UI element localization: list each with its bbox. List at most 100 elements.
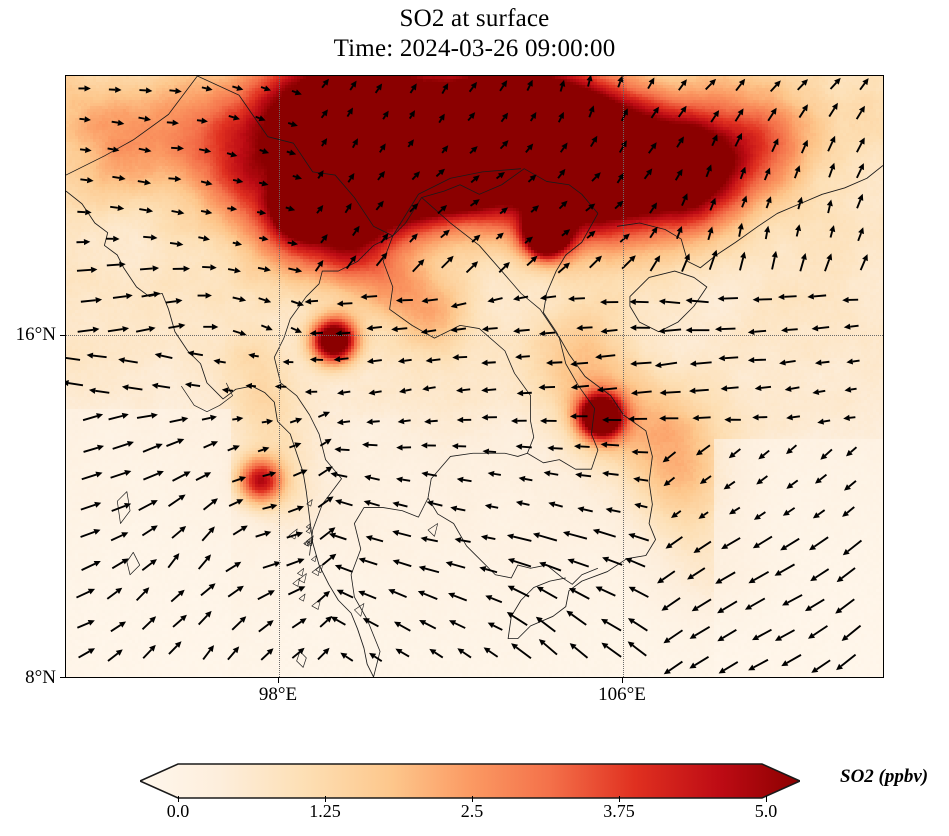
wind-arrow: [630, 360, 652, 367]
wind-arrow: [377, 170, 386, 181]
wind-arrow: [764, 225, 771, 240]
xtick-label-98e: 98°E: [258, 684, 298, 705]
wind-arrow: [856, 193, 864, 209]
wind-arrow: [695, 444, 711, 456]
wind-arrow: [507, 557, 532, 568]
wind-arrow: [106, 261, 126, 268]
wind-arrow: [482, 448, 497, 455]
colorbar[interactable]: [140, 762, 800, 800]
wind-arrow: [257, 590, 275, 601]
wind-arrow: [828, 102, 838, 118]
wind-arrow: [525, 143, 534, 153]
wind-arrow: [857, 227, 864, 242]
wind-arrow: [499, 80, 508, 92]
wind-arrow: [661, 597, 681, 611]
wind-arrow: [786, 414, 801, 421]
wind-arrow: [358, 590, 377, 600]
wind-arrow: [495, 171, 505, 180]
wind-arrow: [420, 442, 436, 449]
wind-arrow: [396, 444, 412, 451]
wind-arrow: [290, 326, 303, 333]
wind-arrow: [171, 145, 185, 152]
wind-arrow: [591, 172, 601, 182]
wind-arrow: [781, 654, 802, 667]
wind-arrow: [538, 330, 556, 337]
wind-arrow: [718, 355, 739, 362]
wind-arrow: [320, 109, 328, 119]
wind-arrow: [576, 324, 593, 331]
wind-arrow: [602, 556, 623, 566]
wind-arrow: [595, 586, 616, 597]
wind-arrow: [856, 137, 865, 153]
wind-arrow: [79, 146, 92, 154]
wind-arrow: [108, 412, 129, 421]
wind-arrow: [139, 207, 154, 214]
wind-arrow: [526, 79, 533, 91]
wind-arrow: [807, 293, 827, 300]
wind-arrow: [596, 386, 618, 393]
wind-arrow: [663, 476, 676, 487]
wind-arrow: [395, 297, 413, 304]
wind-arrow: [535, 616, 556, 633]
wind-arrow: [693, 540, 712, 554]
wind-arrow: [707, 226, 714, 241]
wind-arrow: [807, 625, 828, 639]
wind-arrow: [111, 119, 125, 126]
wind-arrow: [705, 78, 717, 91]
wind-arrow: [845, 446, 858, 457]
wind-arrow: [774, 563, 795, 576]
wind-arrow: [291, 618, 307, 629]
wind-arrow: [734, 108, 744, 122]
wind-arrow: [589, 255, 602, 269]
wind-arrow: [139, 87, 153, 94]
wind-arrow: [585, 203, 596, 212]
wind-arrow: [143, 470, 164, 481]
wind-arrow: [374, 83, 383, 94]
wind-arrow: [600, 441, 620, 448]
wind-arrow: [547, 445, 563, 452]
wind-arrow: [86, 352, 107, 359]
wind-arrow: [79, 116, 91, 123]
wind-arrow: [335, 330, 351, 337]
wind-arrow: [506, 533, 532, 542]
wind-arrow: [197, 610, 212, 626]
wind-arrow: [662, 451, 677, 463]
wind-arrow: [846, 358, 860, 365]
wind-arrow: [203, 323, 219, 330]
gridline-lon-98: [278, 76, 280, 677]
wind-arrow: [658, 327, 682, 334]
wind-arrow: [330, 616, 346, 626]
wind-arrow: [137, 179, 152, 186]
wind-arrow: [110, 621, 127, 633]
wind-arrow: [139, 265, 160, 272]
wind-arrow: [748, 658, 769, 671]
wind-arrow: [151, 382, 171, 389]
wind-arrow: [570, 360, 589, 367]
wind-arrow: [259, 148, 270, 155]
wind-arrow: [213, 358, 226, 365]
wind-arrow: [676, 226, 683, 240]
wind-arrow: [411, 171, 421, 181]
wind-arrow: [319, 438, 332, 447]
wind-arrow: [511, 643, 532, 660]
wind-arrow: [557, 168, 566, 179]
wind-arrow: [752, 628, 772, 641]
wind-arrow: [628, 532, 650, 542]
wind-arrow: [752, 535, 773, 549]
so2-concentration-raster: [66, 76, 883, 677]
wind-arrow: [843, 414, 856, 421]
ytick-mark-16n: [60, 335, 65, 337]
wind-arrow: [567, 295, 585, 302]
wind-arrow: [171, 526, 187, 539]
colorbar-tick-mark-4: [766, 796, 768, 802]
wind-arrow: [450, 302, 467, 309]
wind-arrow: [135, 587, 150, 602]
title-line-variable: SO2 at surface: [399, 5, 550, 32]
wind-arrow: [322, 553, 337, 566]
map-axes[interactable]: [65, 75, 884, 678]
wind-arrow: [595, 353, 616, 360]
wind-arrow: [698, 511, 709, 519]
wind-arrow: [336, 589, 354, 599]
wind-arrow: [227, 267, 241, 274]
wind-arrow: [256, 209, 267, 216]
